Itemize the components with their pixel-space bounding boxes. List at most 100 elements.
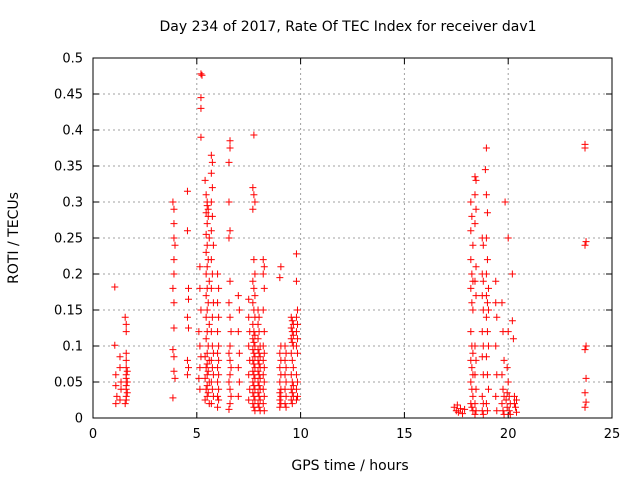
data-point bbox=[471, 173, 479, 181]
data-point bbox=[292, 342, 300, 350]
data-point bbox=[292, 371, 300, 379]
data-point bbox=[226, 400, 234, 408]
data-point bbox=[513, 408, 521, 416]
x-tick-label: 0 bbox=[89, 427, 97, 442]
data-point bbox=[234, 292, 242, 300]
data-point bbox=[169, 346, 177, 354]
data-point bbox=[215, 356, 223, 364]
data-point bbox=[202, 270, 210, 278]
data-point bbox=[292, 313, 300, 321]
data-point bbox=[202, 335, 210, 343]
data-point bbox=[207, 256, 215, 264]
data-point bbox=[484, 306, 492, 314]
data-point bbox=[121, 313, 129, 321]
data-point bbox=[582, 398, 590, 406]
data-point bbox=[207, 198, 215, 206]
data-point bbox=[293, 306, 301, 314]
data-point bbox=[287, 349, 295, 357]
data-point bbox=[500, 356, 508, 364]
data-point bbox=[482, 191, 490, 199]
data-point bbox=[493, 313, 501, 321]
data-point bbox=[207, 400, 215, 408]
data-point bbox=[472, 263, 480, 271]
data-point bbox=[483, 299, 491, 307]
data-point bbox=[456, 405, 464, 413]
data-point bbox=[254, 335, 262, 343]
data-point bbox=[170, 299, 178, 307]
data-point bbox=[123, 378, 131, 386]
data-point bbox=[513, 396, 521, 404]
data-point bbox=[202, 209, 210, 217]
data-point bbox=[492, 392, 500, 400]
data-point bbox=[482, 270, 490, 278]
data-point bbox=[225, 198, 233, 206]
x-tick-label: 15 bbox=[396, 427, 413, 442]
data-point bbox=[214, 378, 222, 386]
data-point bbox=[170, 256, 178, 264]
data-point bbox=[117, 378, 125, 386]
data-point bbox=[259, 306, 267, 314]
data-point bbox=[203, 382, 211, 390]
data-point bbox=[122, 385, 130, 393]
data-point bbox=[197, 94, 205, 102]
data-point bbox=[234, 328, 242, 336]
plot-frame bbox=[92, 57, 613, 419]
data-point bbox=[202, 313, 210, 321]
data-point bbox=[581, 144, 589, 152]
data-point bbox=[282, 392, 290, 400]
data-point bbox=[467, 328, 475, 336]
data-point bbox=[254, 378, 262, 386]
data-point bbox=[207, 227, 215, 235]
data-point bbox=[170, 234, 178, 242]
data-point bbox=[170, 324, 178, 332]
data-point bbox=[581, 389, 589, 397]
data-point bbox=[203, 202, 211, 210]
data-point bbox=[467, 256, 475, 264]
data-point bbox=[276, 403, 284, 411]
data-point bbox=[196, 284, 204, 292]
data-point bbox=[171, 241, 179, 249]
data-point bbox=[207, 328, 215, 336]
data-point bbox=[196, 342, 204, 350]
chart-title: Day 234 of 2017, Rate Of TEC Index for r… bbox=[159, 19, 536, 35]
data-point bbox=[468, 299, 476, 307]
data-point bbox=[202, 230, 210, 238]
data-point bbox=[203, 349, 211, 357]
data-point bbox=[509, 335, 517, 343]
data-point bbox=[201, 353, 209, 361]
data-point bbox=[207, 151, 215, 159]
data-point bbox=[169, 394, 177, 402]
data-point bbox=[281, 385, 289, 393]
data-point bbox=[227, 364, 235, 372]
data-point bbox=[289, 331, 297, 339]
data-point bbox=[259, 270, 267, 278]
data-point bbox=[504, 234, 512, 242]
data-point bbox=[122, 328, 130, 336]
data-point bbox=[293, 378, 301, 386]
data-point bbox=[208, 385, 216, 393]
data-point bbox=[112, 371, 120, 379]
y-tick-label: 0.25 bbox=[54, 232, 83, 247]
data-point bbox=[259, 400, 267, 408]
data-point bbox=[249, 205, 257, 213]
data-point bbox=[245, 342, 253, 350]
y-tick-label: 0 bbox=[75, 412, 83, 427]
data-point bbox=[245, 313, 253, 321]
data-point bbox=[249, 184, 257, 192]
data-point bbox=[226, 342, 234, 350]
data-point bbox=[471, 400, 479, 408]
data-point bbox=[184, 324, 192, 332]
data-point bbox=[293, 335, 301, 343]
data-point bbox=[482, 313, 490, 321]
x-tick-label: 25 bbox=[604, 427, 621, 442]
data-point bbox=[484, 385, 492, 393]
data-point bbox=[259, 385, 267, 393]
data-point bbox=[196, 263, 204, 271]
data-point bbox=[288, 356, 296, 364]
data-point bbox=[478, 392, 486, 400]
data-point bbox=[183, 356, 191, 364]
data-point bbox=[582, 374, 590, 382]
data-point bbox=[260, 378, 268, 386]
data-point bbox=[122, 374, 130, 382]
